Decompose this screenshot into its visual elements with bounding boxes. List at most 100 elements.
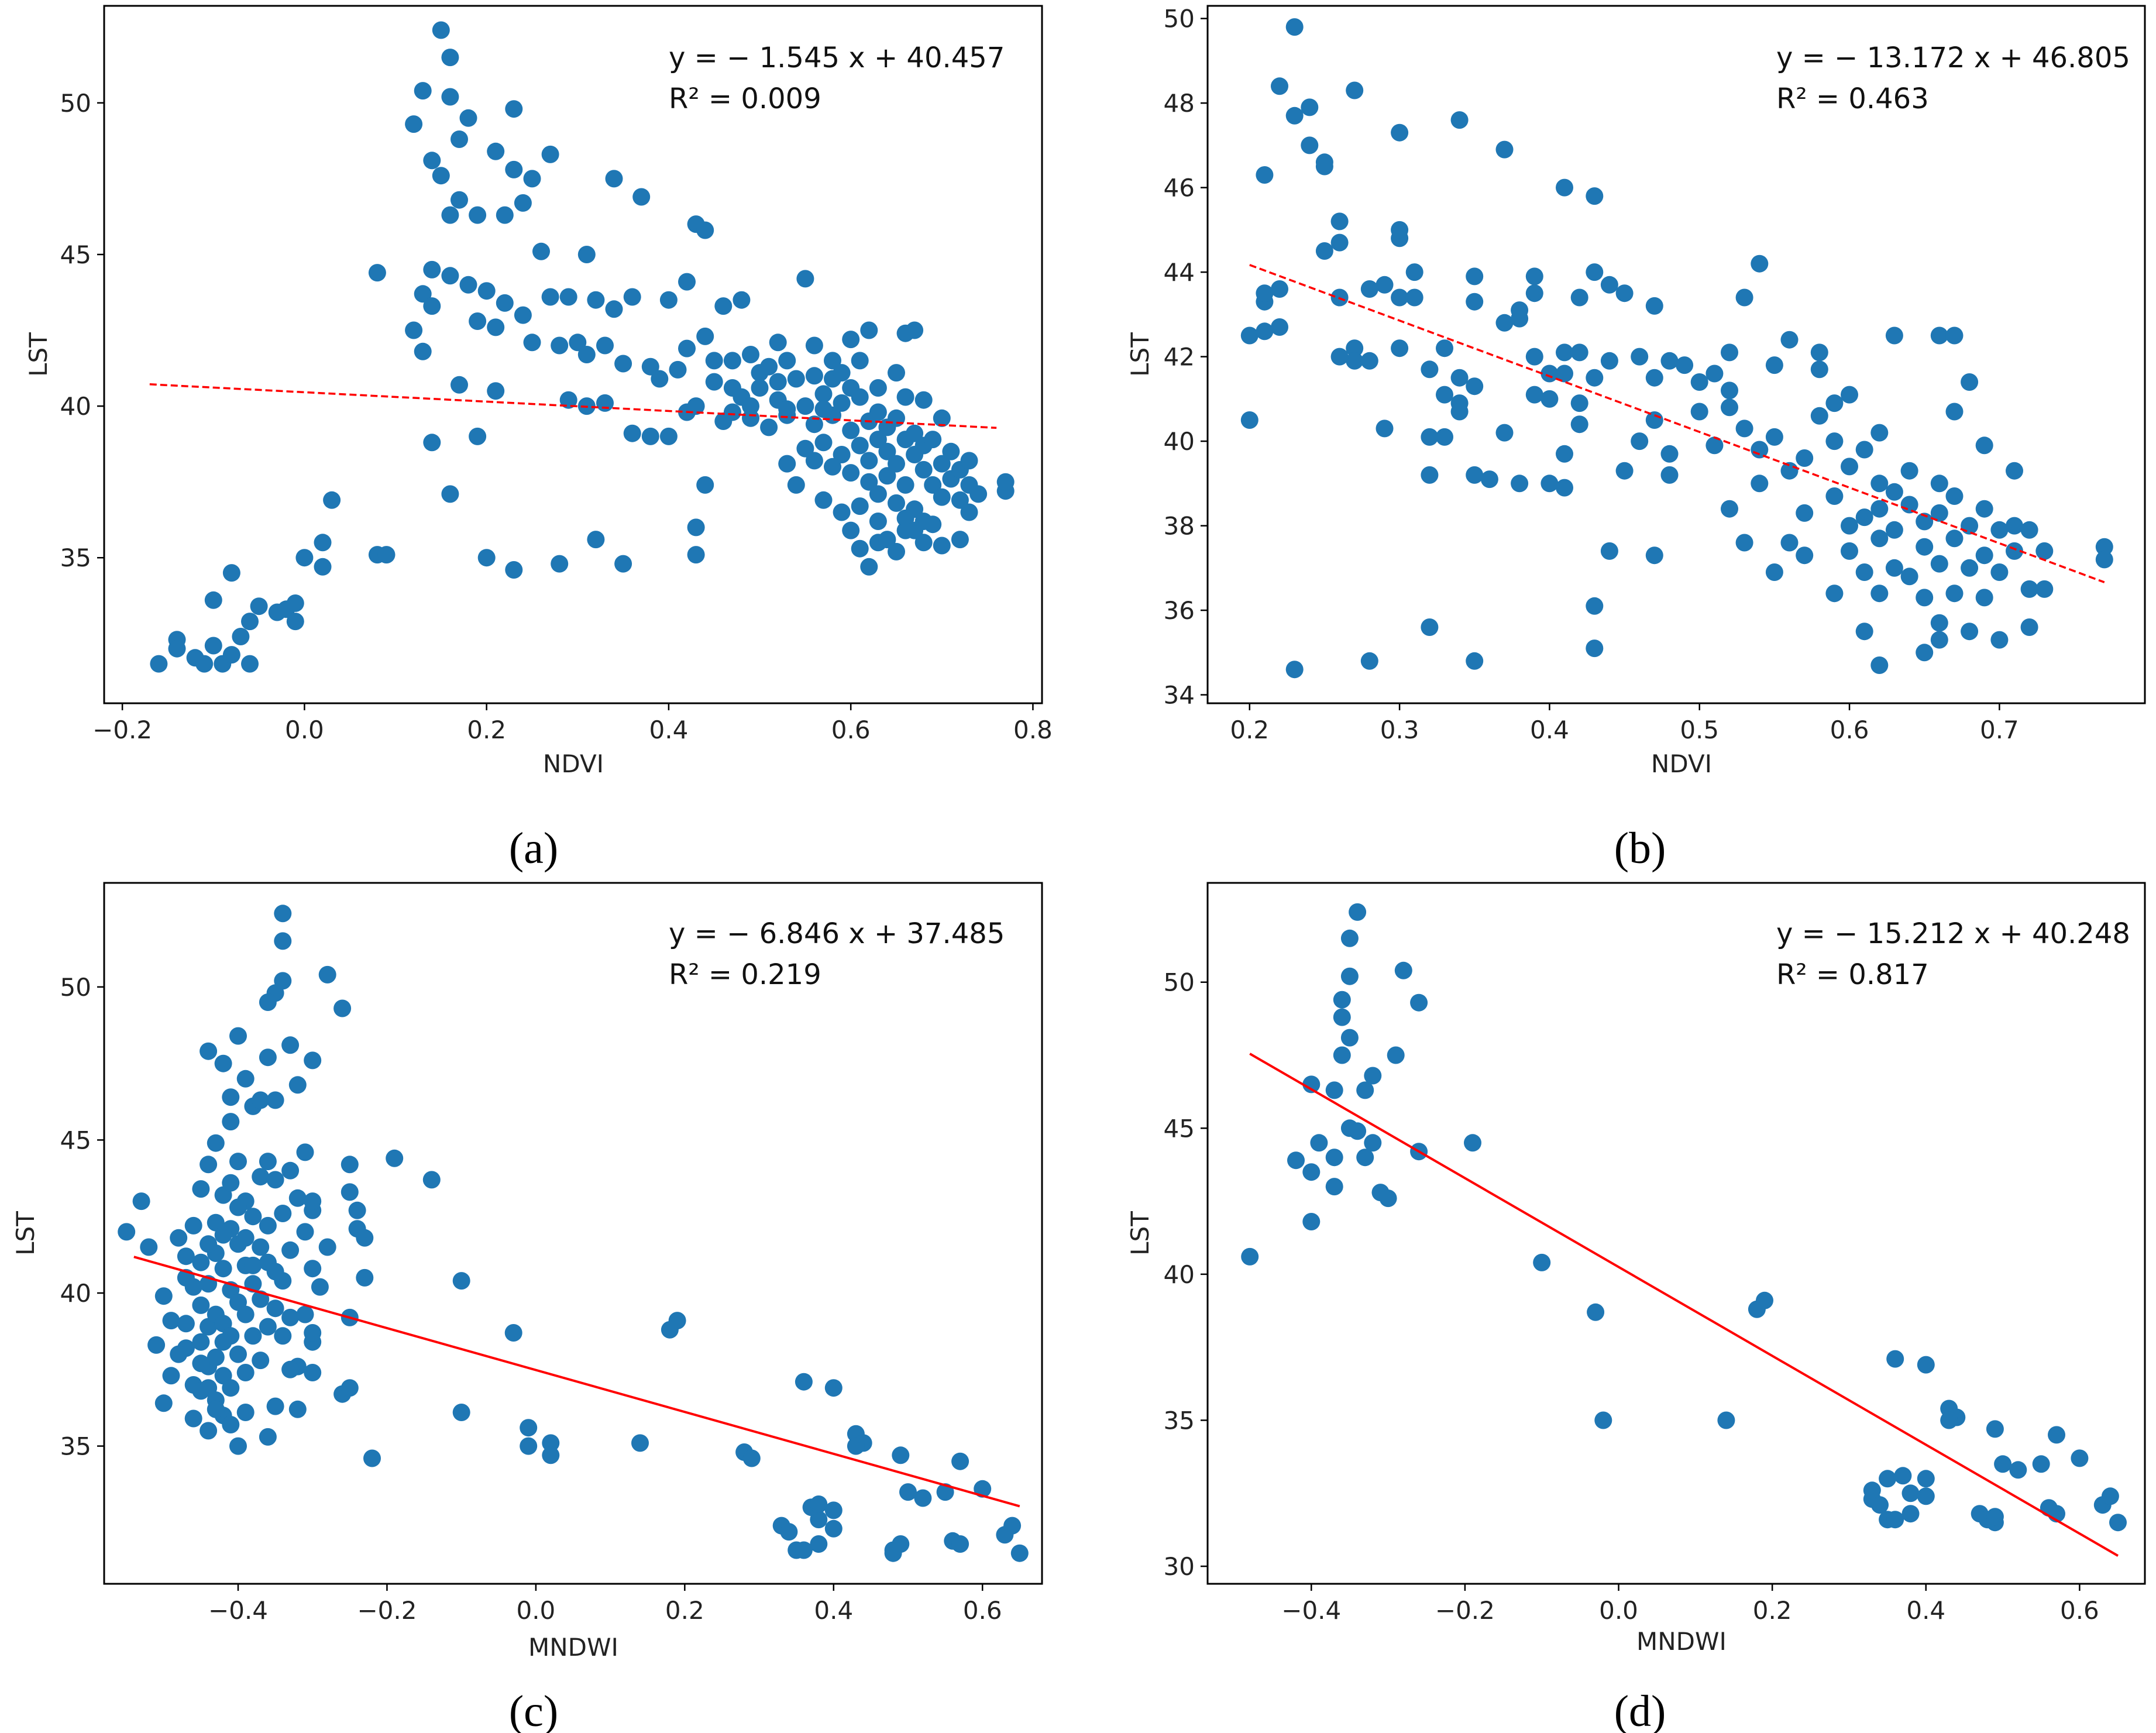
- data-point: [1780, 534, 1799, 552]
- data-point: [1975, 500, 1993, 518]
- data-point: [1360, 652, 1378, 670]
- data-point: [207, 1348, 225, 1366]
- data-point: [1871, 1496, 1889, 1514]
- x-axis-label-b: NDVI: [1651, 749, 1712, 778]
- data-point: [505, 561, 523, 579]
- data-point: [1930, 631, 1948, 649]
- y-tick-label: 30: [1164, 1552, 1195, 1581]
- x-tick-label: 0.4: [1530, 716, 1569, 744]
- data-point: [487, 382, 505, 400]
- x-tick-label: 0.4: [649, 716, 689, 744]
- data-point: [851, 497, 869, 515]
- data-point: [896, 476, 914, 494]
- data-point: [184, 1409, 202, 1428]
- y-tick-label: 34: [1164, 681, 1195, 710]
- data-point: [296, 1305, 314, 1323]
- y-axis-label-b: LST: [1126, 332, 1154, 377]
- data-point: [1256, 284, 1274, 302]
- data-point: [810, 1535, 828, 1553]
- data-point: [505, 160, 523, 178]
- data-point: [1810, 407, 1828, 425]
- data-point: [311, 1278, 329, 1296]
- data-point: [1241, 1247, 1259, 1266]
- data-point: [888, 542, 905, 561]
- data-point: [1556, 365, 1573, 383]
- y-tick-label: 35: [60, 1432, 91, 1461]
- data-point: [1480, 470, 1498, 489]
- data-point: [1690, 403, 1708, 421]
- data-point: [1615, 284, 1634, 302]
- data-point: [742, 1449, 761, 1467]
- data-point: [1765, 563, 1783, 581]
- data-point: [341, 1379, 359, 1397]
- data-point: [204, 637, 222, 655]
- data-point: [1495, 140, 1514, 159]
- data-point: [274, 1205, 292, 1222]
- data-point: [796, 270, 814, 288]
- x-tick-label: −0.2: [1435, 1596, 1495, 1625]
- data-point: [951, 1535, 969, 1553]
- data-point: [170, 1345, 188, 1363]
- x-tick-label: 0.8: [1013, 716, 1053, 744]
- data-point: [1615, 462, 1634, 480]
- data-point: [432, 21, 450, 39]
- data-point: [496, 294, 514, 312]
- data-point: [960, 503, 978, 521]
- data-point: [1886, 1350, 1904, 1368]
- data-point: [422, 1171, 441, 1189]
- data-point: [1735, 420, 1753, 438]
- data-point: [723, 403, 741, 421]
- data-point: [805, 415, 823, 434]
- equation-d: y = − 15.212 x + 40.248: [1776, 917, 2130, 950]
- data-point: [1930, 614, 1948, 632]
- x-tick-label: 0.6: [831, 716, 871, 744]
- data-point: [1975, 436, 1993, 455]
- data-point: [1356, 1081, 1374, 1099]
- data-point: [851, 352, 869, 370]
- data-point: [1570, 343, 1588, 362]
- data-point: [1900, 568, 1918, 586]
- x-tick-label: 0.7: [1980, 716, 2019, 744]
- data-point: [1885, 483, 1903, 501]
- data-point: [933, 409, 951, 427]
- data-point: [778, 352, 796, 370]
- data-point: [1256, 166, 1274, 184]
- panel-caption-d: (d): [1614, 1687, 1666, 1733]
- data-point: [150, 655, 168, 673]
- equation-c: y = − 6.846 x + 37.485: [669, 917, 1005, 950]
- y-axis-label-c: LST: [11, 1211, 40, 1256]
- data-point: [214, 1226, 232, 1244]
- x-tick-label: 0.6: [2060, 1596, 2099, 1625]
- data-point: [118, 1223, 136, 1241]
- data-point: [896, 388, 914, 406]
- data-point: [878, 442, 896, 460]
- data-point: [1541, 474, 1559, 493]
- data-point: [2032, 1455, 2050, 1473]
- data-point: [933, 488, 951, 506]
- data-point: [423, 297, 441, 315]
- data-point: [924, 515, 942, 534]
- data-point: [356, 1229, 374, 1247]
- data-point: [878, 467, 896, 485]
- data-point: [1391, 339, 1409, 357]
- data-point: [1825, 487, 1844, 505]
- data-point: [140, 1238, 158, 1256]
- data-point: [1765, 356, 1783, 374]
- r-squared-b: R² = 0.463: [1776, 82, 1929, 115]
- data-point: [441, 206, 459, 224]
- x-tick-label: 0.6: [1830, 716, 1869, 744]
- data-point: [405, 115, 423, 133]
- data-point: [860, 321, 878, 339]
- data-point: [1751, 255, 1769, 273]
- data-point: [542, 1446, 560, 1464]
- data-point: [192, 1180, 210, 1198]
- data-point: [869, 403, 887, 421]
- data-point: [259, 1216, 277, 1235]
- data-point: [1570, 394, 1588, 412]
- data-point: [162, 1367, 180, 1385]
- data-point: [1525, 348, 1543, 366]
- data-point: [1870, 424, 1889, 442]
- panel-caption-b: (b): [1614, 824, 1666, 873]
- data-point: [1556, 178, 1573, 197]
- data-point: [1721, 343, 1738, 362]
